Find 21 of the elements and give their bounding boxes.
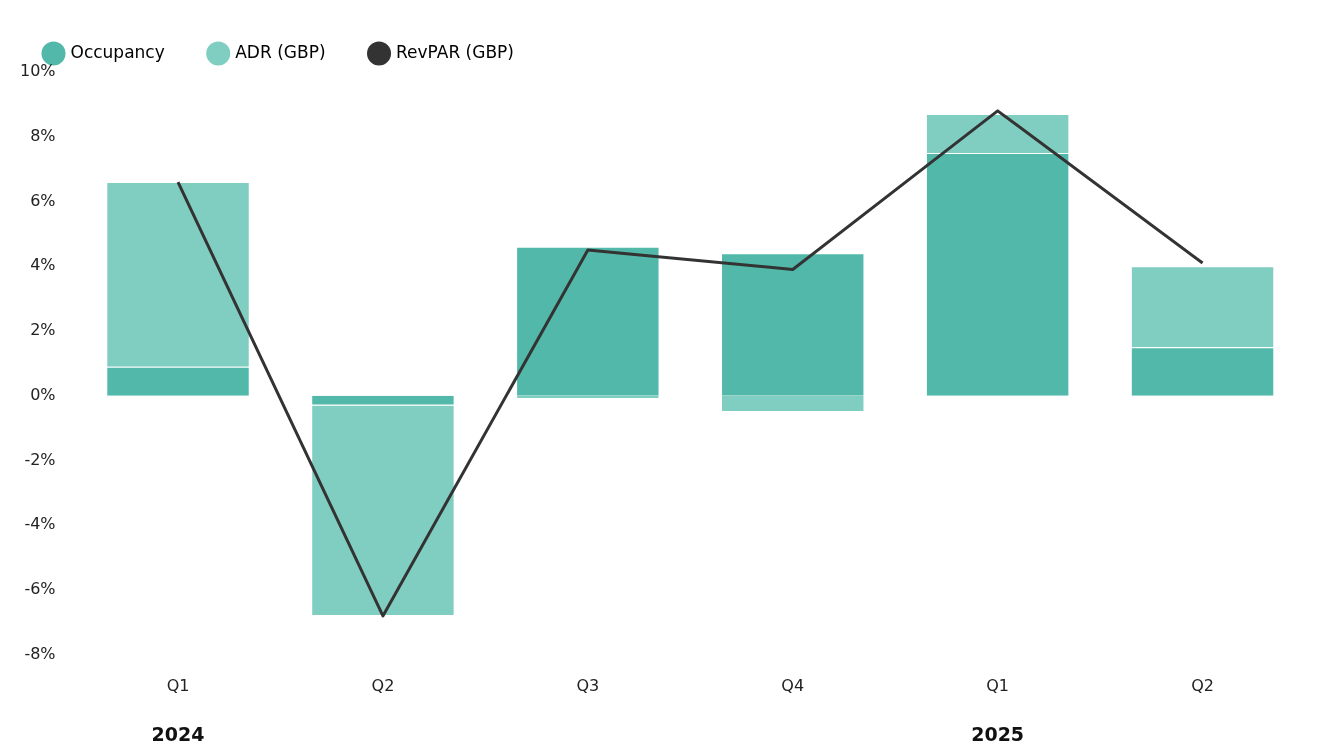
- legend-label: ADR (GBP): [235, 41, 326, 62]
- y-tick-label: 8%: [30, 125, 56, 145]
- legend-label: Occupancy: [70, 41, 165, 62]
- x-tick-label: Q4: [781, 675, 805, 695]
- y-tick-label: 4%: [30, 255, 56, 275]
- y-tick-label: -6%: [24, 579, 56, 599]
- y-tick-label: -4%: [24, 514, 56, 534]
- text: 2024: [151, 722, 205, 745]
- y-tick-label: 10%: [20, 61, 56, 81]
- text: 2025: [971, 722, 1025, 745]
- y-tick-label: 6%: [30, 190, 56, 210]
- legend-label: RevPAR (GBP): [396, 41, 514, 62]
- y-tick-label: -8%: [24, 643, 56, 663]
- y-tick-label: 0%: [30, 384, 56, 404]
- y-tick-label: -2%: [24, 449, 56, 469]
- y-tick-label: 2%: [30, 320, 56, 340]
- x-tick-label: Q2: [1191, 675, 1214, 695]
- x-tick-label: Q1: [986, 675, 1010, 695]
- x-tick-label: Q3: [576, 675, 600, 695]
- x-tick-label: Q1: [166, 675, 190, 695]
- x-tick-label: Q2: [371, 675, 395, 695]
